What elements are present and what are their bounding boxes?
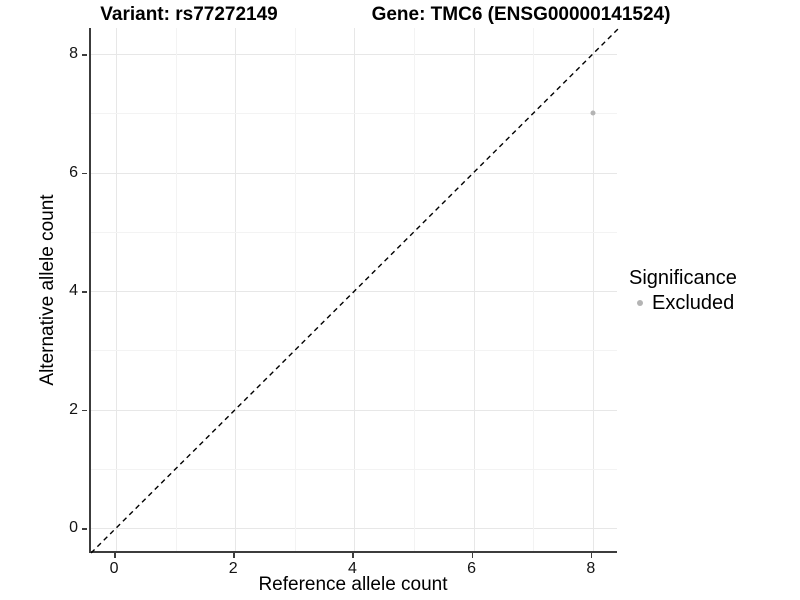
y-tick-label: 4: [69, 282, 78, 300]
x-tick-label: 4: [347, 560, 357, 577]
legend-key: [629, 292, 651, 314]
x-major-gridline: [592, 28, 594, 551]
data-point: [590, 110, 596, 116]
x-tick-label: 2: [228, 560, 238, 577]
x-minor-gridline: [533, 28, 535, 551]
plot-title-variant: Variant: rs77272149: [100, 4, 278, 25]
legend-item: Excluded: [629, 291, 737, 315]
y-major-gridline: [91, 409, 617, 411]
plot-panel: [89, 27, 620, 554]
x-minor-gridline: [294, 28, 296, 551]
y-tick-mark: [82, 409, 87, 412]
y-tick-mark: [82, 172, 87, 175]
y-major-gridline: [91, 528, 617, 530]
legend-title: Significance: [629, 267, 737, 289]
y-tick-mark: [82, 528, 87, 530]
x-axis-title: Reference allele count: [258, 574, 448, 595]
x-tick-mark: [114, 553, 116, 558]
y-minor-gridline: [91, 113, 617, 115]
identity-dashed-line: [90, 27, 620, 554]
legend-item-label: Excluded: [652, 292, 735, 314]
x-tick-mark: [590, 553, 593, 558]
x-tick-label: 0: [109, 560, 119, 577]
plot-title-gene: Gene: TMC6 (ENSG00000141524): [371, 4, 671, 25]
y-minor-gridline: [91, 468, 617, 470]
y-major-gridline: [91, 172, 617, 174]
x-major-gridline: [473, 28, 475, 551]
y-minor-gridline: [91, 231, 617, 233]
y-tick-mark: [82, 54, 87, 56]
y-tick-label: 0: [69, 519, 78, 537]
legend: Significance Excluded: [629, 266, 737, 315]
y-tick-label: 6: [69, 163, 78, 181]
x-tick-label: 8: [586, 560, 596, 577]
x-minor-gridline: [413, 28, 415, 551]
x-tick-mark: [352, 553, 354, 558]
x-tick-label: 6: [467, 560, 477, 577]
y-tick-label: 8: [69, 45, 78, 63]
x-tick-mark: [471, 553, 474, 558]
x-tick-mark: [233, 553, 235, 558]
x-major-gridline: [116, 28, 118, 551]
y-minor-gridline: [91, 350, 617, 352]
y-axis-title: Alternative allele count: [37, 194, 58, 386]
y-tick-mark: [82, 291, 87, 293]
y-major-gridline: [91, 54, 617, 56]
x-minor-gridline: [175, 28, 177, 551]
legend-items: Excluded: [629, 291, 737, 315]
legend-point-icon: [637, 300, 643, 306]
x-major-gridline: [235, 28, 237, 551]
y-tick-label: 2: [69, 400, 78, 418]
x-major-gridline: [354, 28, 356, 551]
